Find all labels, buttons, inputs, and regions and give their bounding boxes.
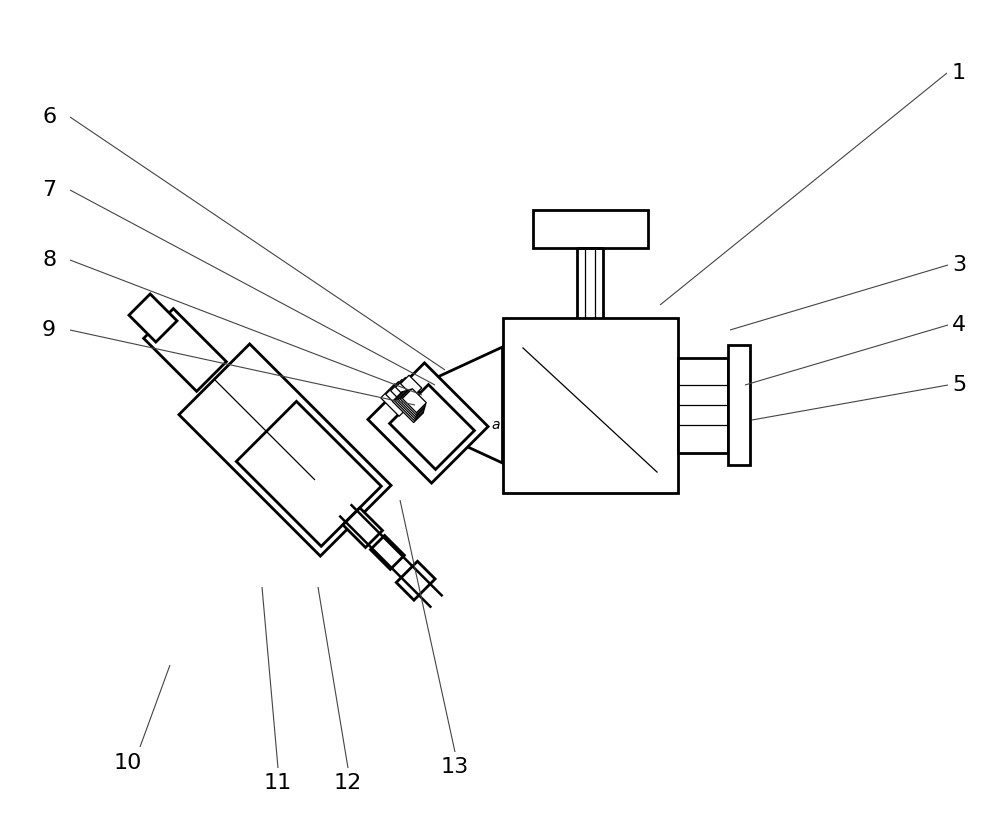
Bar <box>392 392 424 423</box>
Text: 6: 6 <box>42 107 56 127</box>
Text: 1: 1 <box>952 63 966 83</box>
Bar <box>381 384 413 417</box>
Bar <box>402 388 426 412</box>
Bar <box>396 377 420 402</box>
Text: 10: 10 <box>114 753 142 773</box>
Bar <box>394 391 424 421</box>
Bar <box>728 345 750 465</box>
Bar <box>396 561 435 600</box>
Text: 7: 7 <box>42 180 56 200</box>
Bar <box>503 317 678 493</box>
Text: a: a <box>492 418 500 432</box>
Bar <box>386 382 415 412</box>
Text: 9: 9 <box>42 320 56 340</box>
Bar <box>391 379 418 407</box>
Text: 12: 12 <box>334 773 362 793</box>
Bar <box>236 402 381 546</box>
Bar <box>144 309 226 392</box>
Bar <box>400 389 426 415</box>
Bar <box>401 375 422 397</box>
Text: 5: 5 <box>952 375 966 395</box>
Text: 3: 3 <box>952 255 966 275</box>
Bar <box>370 535 404 569</box>
Bar <box>129 294 177 342</box>
Bar <box>398 390 425 417</box>
Bar <box>343 508 382 548</box>
Text: 4: 4 <box>952 315 966 335</box>
Polygon shape <box>438 347 503 463</box>
Text: 13: 13 <box>441 757 469 777</box>
Bar <box>678 357 728 453</box>
Bar <box>532 210 648 247</box>
Bar <box>179 344 391 556</box>
Text: 8: 8 <box>42 250 56 270</box>
Bar <box>390 385 474 469</box>
Text: 11: 11 <box>264 773 292 793</box>
Bar <box>368 363 488 483</box>
Bar <box>396 390 425 418</box>
